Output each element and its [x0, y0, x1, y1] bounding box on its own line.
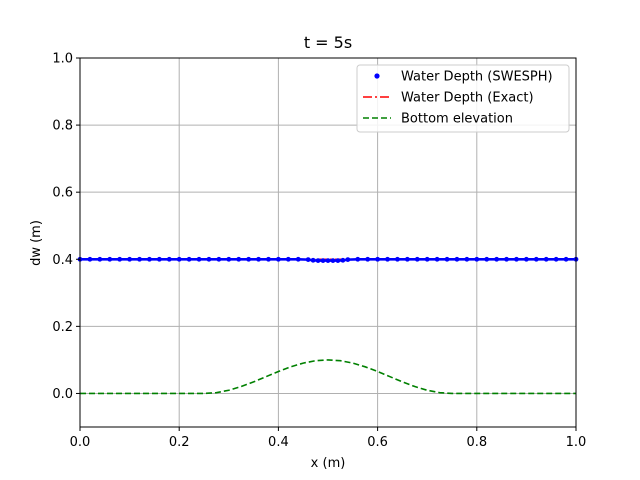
plot-series [77, 256, 579, 395]
y-axis-ticks: 0.0 0.2 0.4 0.6 0.8 1.0 [52, 52, 80, 402]
y-tick-label: 0.6 [52, 186, 73, 201]
y-axis-label: dw (m) [29, 220, 44, 266]
legend-marker [374, 73, 380, 79]
legend-label: Water Depth (Exact) [401, 91, 534, 106]
y-tick-label: 0.2 [52, 320, 73, 335]
legend-entry: Water Depth (SWESPH) [374, 70, 553, 85]
x-axis-ticks: 0.0 0.2 0.4 0.6 0.8 1.0 [70, 427, 587, 450]
x-tick-label: 0.8 [466, 435, 487, 450]
legend-entry: Water Depth (Exact) [363, 91, 534, 106]
swesph-band [80, 257, 576, 262]
x-tick-label: 0.2 [169, 435, 190, 450]
x-tick-label: 0.6 [367, 435, 388, 450]
legend-label: Water Depth (SWESPH) [401, 70, 553, 85]
y-tick-label: 1.0 [52, 52, 73, 67]
legend-box [356, 64, 570, 133]
series-swesph-dots [77, 256, 579, 264]
x-axis-label: x (m) [311, 456, 346, 471]
x-tick-label: 0.4 [268, 435, 289, 450]
chart-title: t = 5s [304, 33, 352, 52]
x-tick-label: 1.0 [566, 435, 587, 450]
y-tick-label: 0.4 [52, 253, 73, 268]
x-tick-label: 0.0 [70, 435, 91, 450]
axes-frame [79, 57, 577, 428]
legend: Water Depth (SWESPH) Water Depth (Exact) B… [356, 64, 570, 133]
y-tick-label: 0.8 [52, 119, 73, 134]
series-bottom-elevation-line [80, 359, 576, 395]
legend-label: Bottom elevation [401, 112, 513, 127]
legend-entry: Bottom elevation [363, 112, 513, 127]
y-tick-label: 0.0 [52, 387, 73, 402]
